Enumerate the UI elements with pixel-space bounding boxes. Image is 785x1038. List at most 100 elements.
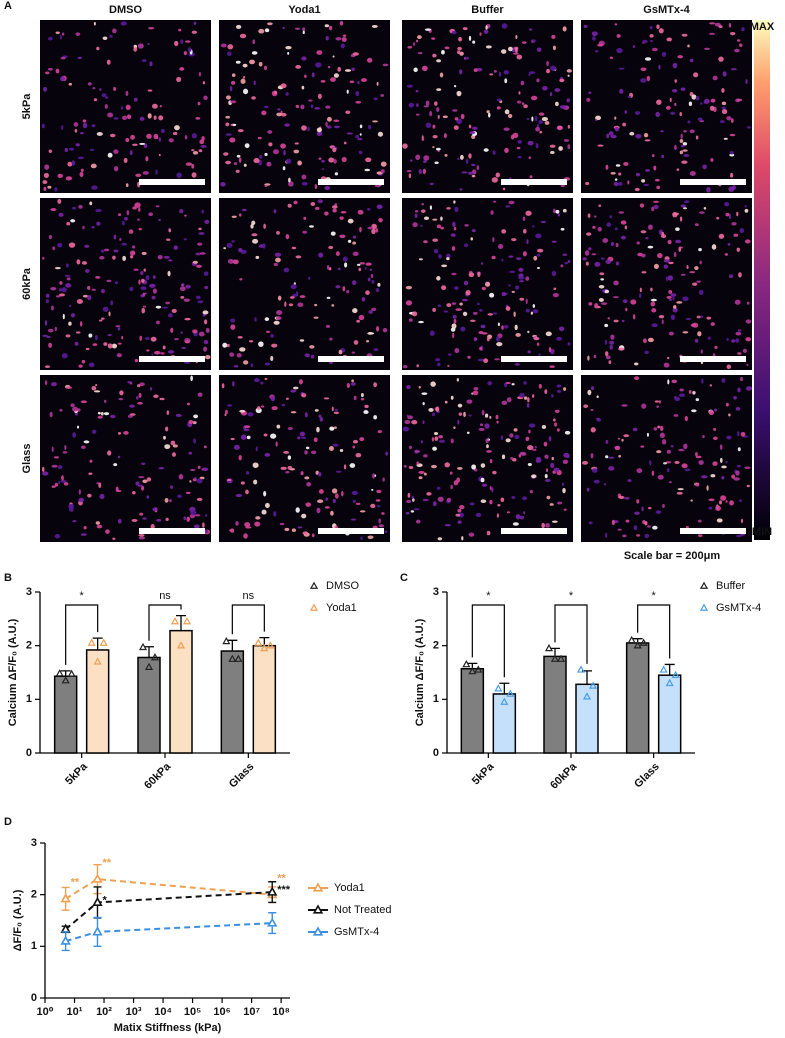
cell [522, 251, 527, 257]
cell [202, 310, 209, 315]
cell [76, 299, 83, 304]
cell [301, 393, 307, 398]
cell [180, 39, 184, 44]
cell [191, 30, 198, 34]
cell [462, 311, 468, 316]
cell [515, 47, 518, 53]
cell [446, 303, 452, 308]
cell [280, 83, 287, 89]
cell [604, 289, 610, 294]
cell [486, 110, 490, 114]
cell [687, 44, 690, 48]
x-tick-label: 10³ [126, 1006, 142, 1018]
cell [263, 65, 268, 71]
cell [550, 65, 557, 71]
cell [674, 396, 681, 402]
cell [444, 462, 450, 468]
cell [718, 56, 724, 62]
data-point [222, 636, 231, 645]
error-bar [92, 637, 103, 650]
cell [629, 131, 635, 136]
data-point [67, 669, 76, 677]
cell [489, 73, 494, 76]
cell [259, 154, 263, 159]
cell [251, 96, 256, 100]
cell [137, 43, 144, 49]
cell [54, 187, 58, 192]
cell [373, 97, 378, 101]
data-point [588, 681, 598, 689]
cell [164, 444, 171, 450]
cell [71, 313, 75, 318]
cell [267, 130, 273, 134]
cell [489, 415, 492, 419]
cell [689, 129, 695, 134]
cell [605, 164, 609, 170]
cell [508, 46, 513, 52]
cell [112, 255, 116, 260]
cell [113, 249, 119, 253]
cell [451, 30, 457, 35]
cell [540, 220, 547, 223]
cell [744, 208, 749, 213]
cell [408, 445, 412, 450]
data-point [639, 638, 648, 646]
cell [647, 525, 651, 528]
cell [49, 411, 53, 418]
cell [681, 463, 688, 469]
cell [423, 216, 430, 221]
cell [736, 464, 741, 468]
cell [634, 511, 640, 515]
cell [703, 206, 707, 210]
cell [295, 104, 300, 109]
cell [485, 45, 492, 49]
cell [597, 226, 602, 232]
cell [432, 53, 437, 58]
cell [403, 464, 407, 468]
cell [118, 213, 122, 217]
cell [290, 389, 297, 393]
cell [181, 283, 184, 287]
cell [110, 133, 116, 138]
cell [197, 392, 203, 397]
data-point [228, 654, 237, 662]
cell [625, 519, 630, 523]
cell [733, 233, 739, 237]
colorbar-min: MIN [752, 526, 772, 538]
cell [243, 163, 247, 167]
cell [285, 397, 289, 400]
cell [192, 421, 197, 425]
scale-bar [680, 356, 746, 362]
cell [72, 206, 76, 210]
significance-bracket [554, 604, 588, 664]
cell [614, 126, 620, 132]
cell [471, 174, 476, 178]
cell [118, 397, 123, 401]
cell [511, 290, 515, 293]
cell [328, 25, 333, 31]
cell [449, 471, 453, 475]
cell [432, 218, 438, 221]
cell [311, 533, 315, 538]
cell [592, 225, 596, 229]
cell [536, 78, 540, 83]
cell [113, 166, 119, 172]
cell [318, 157, 322, 160]
cell [204, 319, 208, 325]
cell [181, 346, 186, 349]
cell [422, 420, 425, 425]
cell [403, 364, 408, 369]
cell [252, 39, 256, 45]
cell [446, 207, 451, 210]
cell [476, 165, 480, 171]
cell [180, 331, 183, 334]
cell [500, 435, 504, 440]
cell [527, 140, 534, 146]
cell [468, 414, 472, 417]
cell [669, 97, 672, 103]
cell [418, 385, 421, 389]
cell [670, 445, 674, 448]
cell [149, 283, 156, 288]
cell [432, 146, 435, 149]
scale-bar [318, 179, 384, 185]
